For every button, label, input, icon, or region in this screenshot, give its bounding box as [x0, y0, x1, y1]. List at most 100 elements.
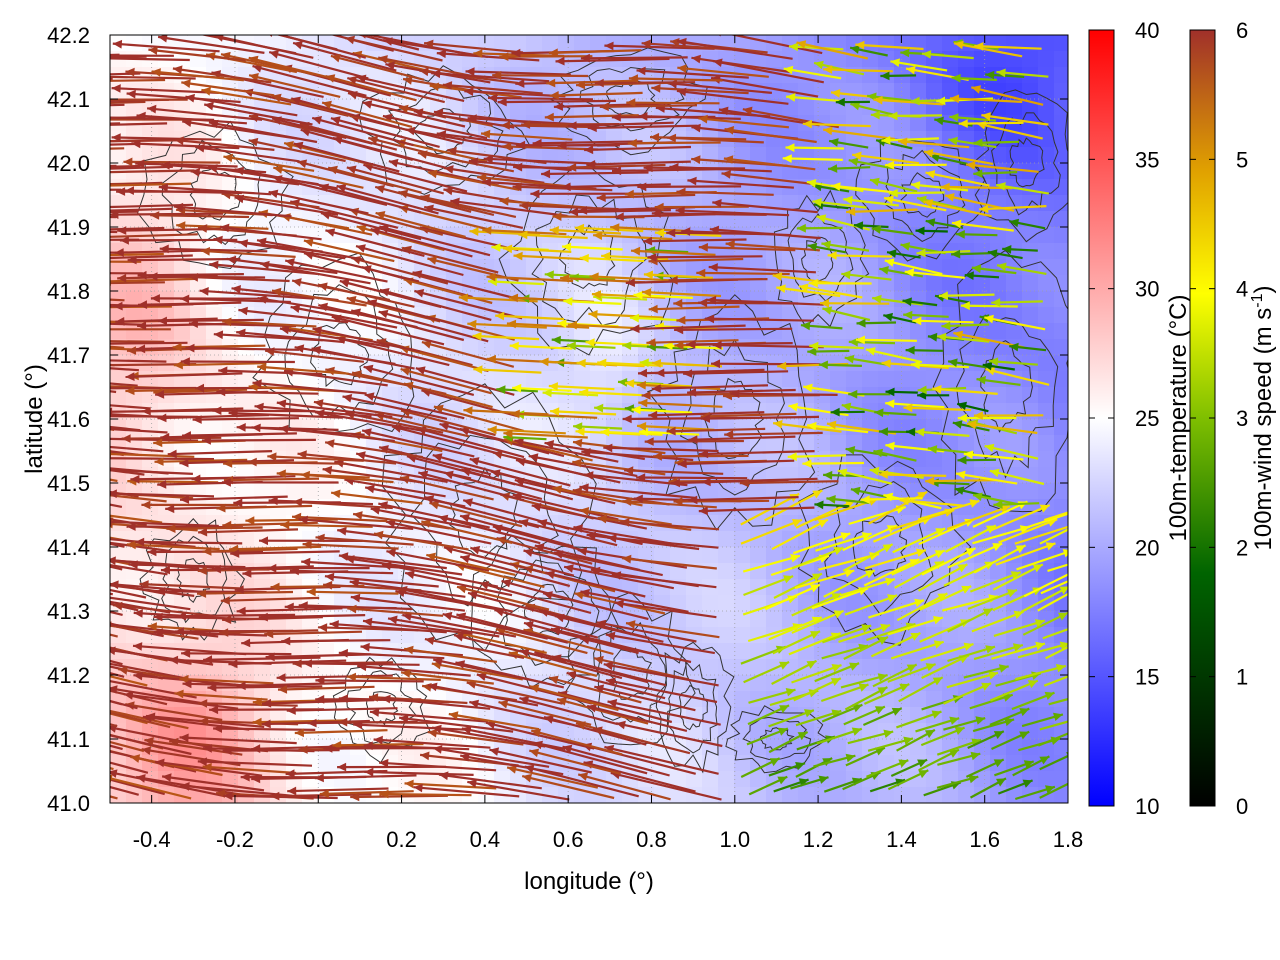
- heat-cell: [158, 787, 175, 803]
- wind-vector-head: [53, 763, 63, 771]
- heat-cell: [942, 483, 959, 500]
- heat-cell: [126, 547, 143, 564]
- heat-cell: [590, 211, 607, 228]
- heat-cell: [830, 739, 847, 756]
- heat-cell: [734, 691, 751, 708]
- heat-cell: [110, 627, 127, 644]
- heat-cell: [590, 35, 607, 52]
- heat-cell: [446, 99, 463, 116]
- heat-cell: [142, 419, 159, 436]
- heat-cell: [142, 195, 159, 212]
- heat-cell: [142, 83, 159, 100]
- heat-cell: [510, 307, 527, 324]
- heat-cell: [510, 35, 527, 52]
- heat-cell: [718, 643, 735, 660]
- heat-cell: [782, 99, 799, 116]
- heat-cell: [174, 323, 191, 340]
- heat-cell: [510, 259, 527, 276]
- wind-vector-head: [95, 454, 104, 463]
- heat-cell: [270, 723, 287, 740]
- heat-cell: [222, 131, 239, 148]
- heat-cell: [622, 35, 639, 52]
- wind-vector-head: [75, 641, 85, 650]
- heat-cell: [926, 35, 943, 52]
- heat-cell: [318, 483, 335, 500]
- heat-cell: [750, 547, 767, 564]
- wind-vector-head: [25, 236, 34, 245]
- heat-cell: [478, 35, 495, 52]
- heat-cell: [1022, 179, 1039, 196]
- heat-cell: [590, 99, 607, 116]
- wind-vector: [201, 438, 316, 442]
- heat-cell: [558, 147, 575, 164]
- heat-cell: [526, 307, 543, 324]
- heat-cell: [702, 51, 719, 68]
- heat-cell: [558, 339, 575, 356]
- heat-cell: [990, 163, 1007, 180]
- heat-cell: [622, 403, 639, 420]
- heat-cell: [1038, 211, 1055, 228]
- heat-cell: [750, 675, 767, 692]
- heat-cell: [126, 179, 143, 196]
- heat-cell: [510, 291, 527, 308]
- heat-cell: [222, 707, 239, 724]
- heat-cell: [622, 451, 639, 468]
- heat-cell: [142, 147, 159, 164]
- heat-cell: [862, 35, 879, 52]
- heat-cell: [670, 739, 687, 756]
- heat-cell: [718, 291, 735, 308]
- heat-cell: [846, 227, 863, 244]
- heat-cell: [334, 339, 351, 356]
- heat-cell: [718, 771, 735, 788]
- wind-vector: [127, 480, 219, 484]
- heat-cell: [590, 435, 607, 452]
- heat-cell: [622, 419, 639, 436]
- heat-cell: [654, 83, 671, 100]
- heat-cell: [254, 483, 271, 500]
- heat-cell: [222, 723, 239, 740]
- heat-cell: [238, 467, 255, 484]
- heat-cell: [702, 483, 719, 500]
- heat-cell: [542, 371, 559, 388]
- heat-cell: [126, 499, 143, 516]
- heat-cell: [302, 691, 319, 708]
- heat-cell: [190, 595, 207, 612]
- heat-cell: [766, 51, 783, 68]
- heat-cell: [686, 595, 703, 612]
- wind-vector: [110, 251, 125, 254]
- wind-vector: [127, 257, 241, 262]
- heat-cell: [1022, 771, 1039, 788]
- heat-cell: [686, 323, 703, 340]
- heat-cell: [686, 771, 703, 788]
- heat-cell: [734, 787, 751, 803]
- heat-cell: [558, 419, 575, 436]
- plot-area: [25, 35, 1068, 803]
- heat-cell: [1006, 147, 1023, 164]
- heat-cell: [702, 467, 719, 484]
- heat-cell: [542, 35, 559, 52]
- heat-cell: [222, 371, 239, 388]
- heat-cell: [894, 323, 911, 340]
- heat-cell: [622, 179, 639, 196]
- wind-vector: [668, 278, 768, 282]
- wind-vector: [157, 318, 264, 323]
- heat-cell: [622, 195, 639, 212]
- wind-vector-head: [96, 706, 106, 715]
- heat-cell: [158, 259, 175, 276]
- heat-cell: [254, 707, 271, 724]
- heat-cell: [990, 787, 1007, 803]
- heat-cell: [734, 643, 751, 660]
- wind-vector: [110, 592, 114, 596]
- heat-cell: [238, 595, 255, 612]
- wind-vector-head: [90, 254, 99, 263]
- heat-cell: [606, 291, 623, 308]
- heat-cell: [574, 99, 591, 116]
- heat-cell: [1022, 227, 1039, 244]
- heat-cell: [190, 435, 207, 452]
- heat-cell: [494, 227, 511, 244]
- heat-cell: [926, 83, 943, 100]
- heat-cell: [1038, 771, 1055, 788]
- heat-cell: [830, 451, 847, 468]
- wind-vector-head: [78, 203, 87, 212]
- heat-cell: [766, 451, 783, 468]
